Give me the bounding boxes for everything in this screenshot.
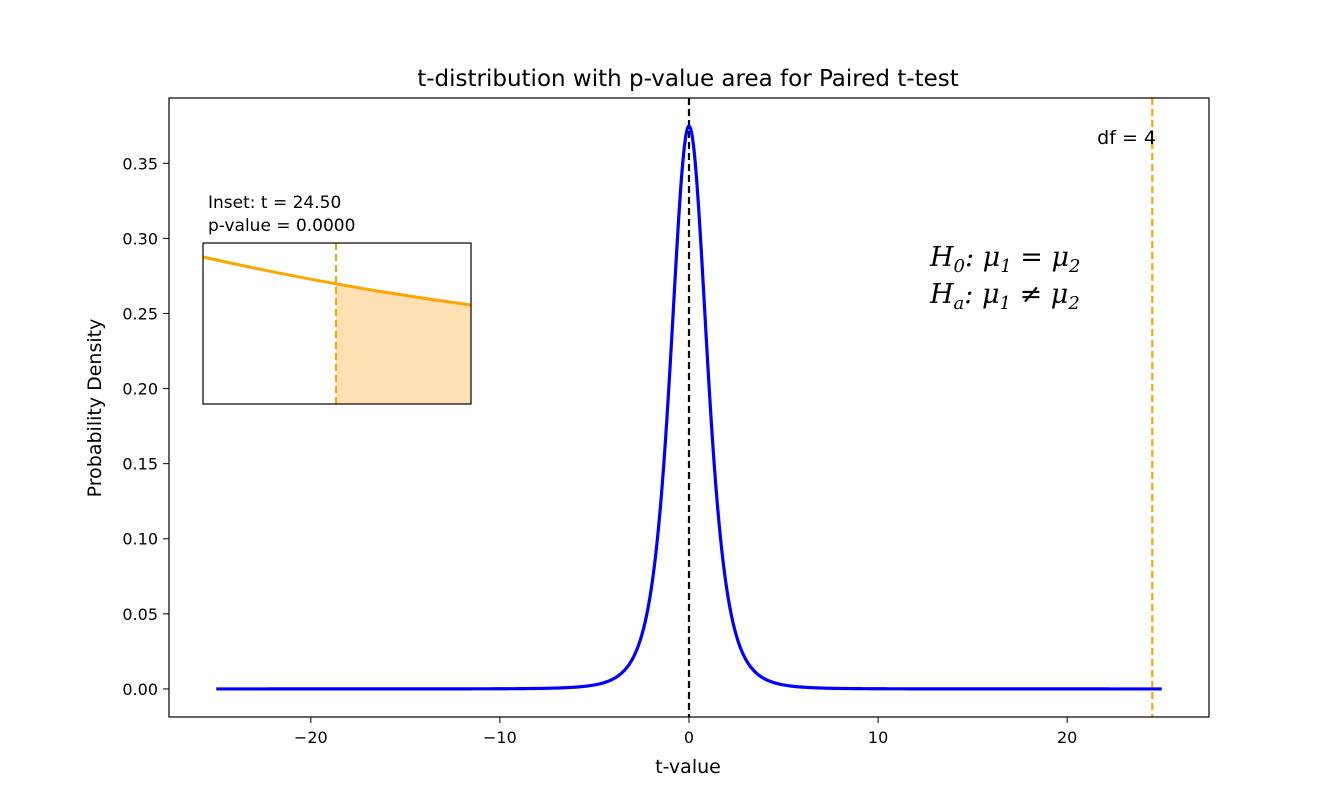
alternative-hypothesis: Ha: μ1 ≠ μ2 xyxy=(929,279,1080,314)
y-tick-label: 0.00 xyxy=(122,680,158,699)
x-axis: −20 −10 0 10 20 xyxy=(294,717,1077,747)
y-tick-label: 0.30 xyxy=(122,229,158,248)
inset-t-label: Inset: t = 24.50 xyxy=(208,193,341,213)
y-tick-label: 0.20 xyxy=(122,380,158,399)
inset-frame xyxy=(202,242,472,405)
y-tick-label: 0.15 xyxy=(122,455,158,474)
x-tick-label: 0 xyxy=(684,728,694,747)
y-axis: 0.00 0.05 0.10 0.15 0.20 0.25 0.30 0.35 xyxy=(122,154,169,699)
hypotheses: H0: μ1 = μ2 Ha: μ1 ≠ μ2 xyxy=(929,242,1080,314)
y-axis-label: Probability Density xyxy=(84,319,106,498)
x-tick-label: 10 xyxy=(868,728,888,747)
y-tick-label: 0.05 xyxy=(122,605,158,624)
inset: Inset: t = 24.50 p-value = 0.0000 xyxy=(202,193,472,405)
inset-curve xyxy=(202,255,472,307)
df-label: df = 4 xyxy=(1097,127,1156,149)
x-tick-label: −20 xyxy=(294,728,328,747)
y-tick-label: 0.35 xyxy=(122,154,158,173)
chart-title: t-distribution with p-value area for Pai… xyxy=(417,66,959,92)
y-tick-label: 0.10 xyxy=(122,530,158,549)
y-tick-label: 0.25 xyxy=(122,304,158,323)
inset-p-value-area xyxy=(336,285,471,404)
null-hypothesis: H0: μ1 = μ2 xyxy=(929,242,1080,277)
inset-p-value-label: p-value = 0.0000 xyxy=(208,216,355,236)
density-curve xyxy=(216,124,1162,691)
x-tick-label: −10 xyxy=(483,728,517,747)
plot-area xyxy=(216,98,1162,717)
x-axis-label: t-value xyxy=(655,756,721,778)
x-tick-label: 20 xyxy=(1057,728,1077,747)
